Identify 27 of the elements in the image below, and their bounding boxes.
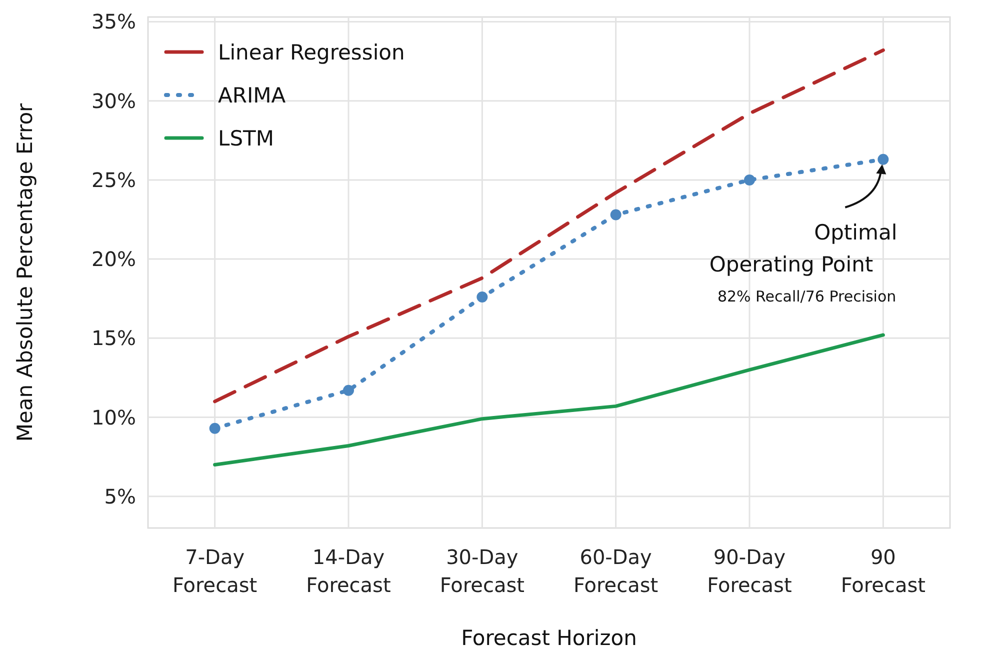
y-tick-label: 15%	[92, 326, 136, 350]
legend-label: ARIMA	[218, 83, 286, 108]
legend-label: LSTM	[218, 126, 274, 150]
y-tick-label: 30%	[92, 88, 136, 113]
point	[878, 154, 889, 165]
y-tick-label: 25%	[92, 168, 136, 192]
x-tick-label: 30-Day Forecast	[440, 545, 525, 597]
y-tick-label: 5%	[104, 484, 136, 508]
point	[744, 174, 755, 186]
y-tick-label: 10%	[92, 405, 136, 430]
point	[476, 292, 488, 303]
point	[343, 384, 354, 396]
x-axis-title: Forecast Horizon	[461, 626, 637, 650]
x-tick-label: 90 Forecast	[840, 545, 926, 597]
annotation: Optimal Operating Point	[709, 220, 898, 276]
x-tick-label: 7-Day Forecast	[172, 545, 258, 597]
x-tick-label: 90-Day Forecast	[707, 545, 792, 597]
point	[209, 422, 220, 434]
x-tick-label: 14-Day Forecast	[306, 545, 391, 597]
point	[610, 209, 622, 220]
line-series	[213, 333, 885, 466]
y-tick-label: 20%	[92, 247, 136, 272]
annotation: 82% Recall/76 Precision	[717, 287, 896, 306]
legend-label: Linear Regression	[218, 40, 405, 64]
x-tick-label: 60-Day Forecast	[574, 545, 658, 597]
y-tick-label: 35%	[92, 10, 136, 34]
y-axis-title: Mean Absolute Percentage Error	[13, 102, 37, 442]
